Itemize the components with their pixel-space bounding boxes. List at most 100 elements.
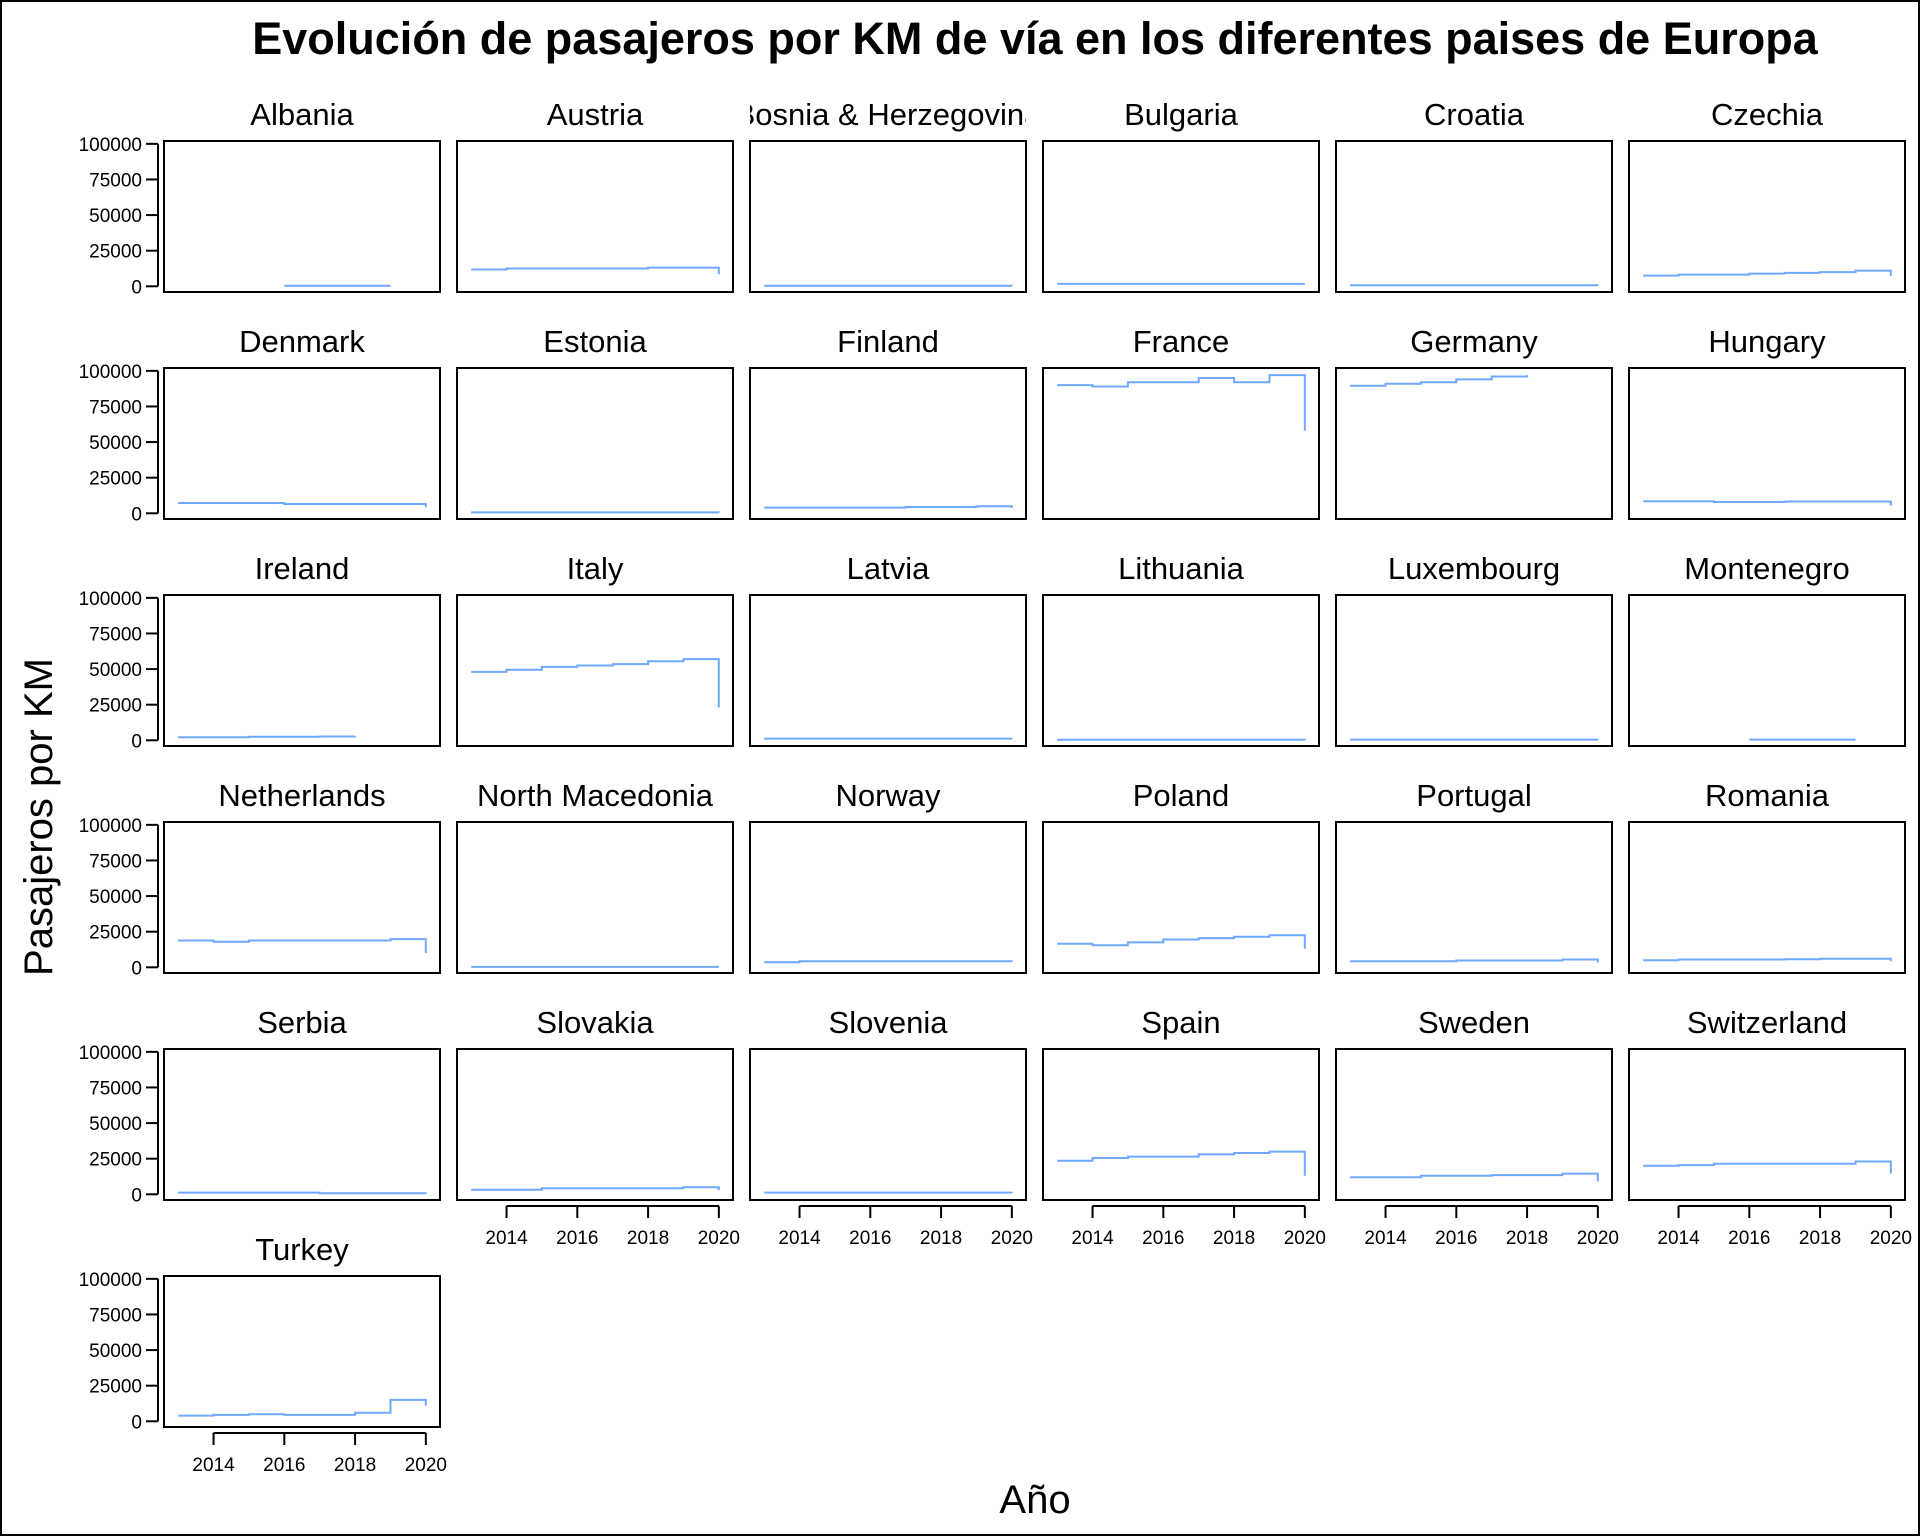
panel-norway: Norway: [749, 778, 1027, 974]
panel-north-macedonia: North Macedonia: [456, 778, 734, 974]
panel-frame: [1042, 594, 1320, 747]
x-tick-label: 2020: [698, 1228, 740, 1249]
x-tick-label: 2020: [1870, 1228, 1912, 1249]
panel-frame: [163, 594, 441, 747]
panel-title: Switzerland: [1687, 1005, 1847, 1040]
series-line-poland: [1057, 934, 1306, 949]
series-line-finland: [764, 505, 1013, 509]
panel-title: Ireland: [255, 551, 350, 586]
panel-frame: [1335, 1048, 1613, 1201]
x-tick-label: 2016: [263, 1455, 305, 1476]
y-tick-label: 0: [131, 958, 142, 979]
series-line-norway: [764, 960, 1013, 964]
x-tick-label: 2018: [1213, 1228, 1255, 1249]
panel-title: Czechia: [1711, 97, 1824, 132]
y-tick-label: 25000: [89, 242, 142, 263]
y-tick-label: 75000: [89, 1078, 142, 1099]
y-tick-label: 100000: [79, 1270, 142, 1291]
panel-title: Finland: [837, 324, 939, 359]
y-axis-label: Pasajeros por KM: [17, 658, 61, 976]
panel-croatia: Croatia: [1335, 97, 1613, 293]
x-tick-label: 2020: [991, 1228, 1033, 1249]
y-tick-label: 75000: [89, 170, 142, 191]
x-tick-label: 2018: [920, 1228, 962, 1249]
panel-frame: [456, 594, 734, 747]
panel-frame: [749, 140, 1027, 293]
panel-title: Bulgaria: [1124, 97, 1238, 132]
panel-title: Lithuania: [1118, 551, 1245, 586]
panel-ireland: Ireland 0 25000 50000 75000 100000: [79, 551, 441, 752]
panel-frame: [163, 1275, 441, 1428]
panel-frame: [456, 140, 734, 293]
panel-title: Estonia: [543, 324, 647, 359]
panel-lithuania: Lithuania: [1042, 551, 1320, 747]
y-tick-label: 25000: [89, 696, 142, 717]
panel-frame: [1335, 594, 1613, 747]
panel-sweden: Sweden 2014 2016 2018 2020: [1335, 1005, 1619, 1249]
series-line-germany: [1350, 375, 1529, 387]
series-line-czechia: [1643, 269, 1892, 277]
panel-frame: [1628, 821, 1906, 974]
panel-frame: [1042, 140, 1320, 293]
panel-title: Hungary: [1708, 324, 1826, 359]
series-line-turkey: [178, 1398, 427, 1417]
y-tick-label: 25000: [89, 1377, 142, 1398]
y-tick-label: 0: [131, 277, 142, 298]
x-tick-label: 2014: [1364, 1228, 1407, 1249]
panel-switzerland: Switzerland 2014 2016 2018 2020: [1628, 1005, 1912, 1249]
x-tick-label: 2014: [1657, 1228, 1700, 1249]
panel-finland: Finland: [749, 324, 1027, 520]
panel-frame: [163, 140, 441, 293]
y-tick-label: 100000: [79, 589, 142, 610]
y-tick-label: 50000: [89, 433, 142, 454]
panel-frame: [163, 821, 441, 974]
panel-luxembourg: Luxembourg: [1335, 551, 1613, 747]
panel-title: Croatia: [1424, 97, 1525, 132]
series-line-netherlands: [178, 938, 427, 954]
panel-hungary: Hungary: [1628, 324, 1906, 520]
panel-title: Portugal: [1416, 778, 1531, 813]
x-tick-label: 2014: [192, 1455, 235, 1476]
panel-italy: Italy: [456, 551, 734, 747]
x-tick-label: 2018: [1506, 1228, 1548, 1249]
panel-title: Montenegro: [1684, 551, 1849, 586]
panel-title: Bosnia & Herzegovina: [735, 97, 1042, 132]
panel-frame: [1628, 367, 1906, 520]
y-tick-label: 75000: [89, 624, 142, 645]
panel-albania: Albania 0 25000 50000 75000 100000: [79, 97, 441, 298]
x-tick-label: 2014: [1071, 1228, 1114, 1249]
panel-title: Serbia: [257, 1005, 347, 1040]
panel-france: France: [1042, 324, 1320, 520]
y-tick-label: 75000: [89, 851, 142, 872]
chart-title: Evolución de pasajeros por KM de vía en …: [252, 13, 1818, 64]
x-tick-label: 2014: [778, 1228, 821, 1249]
panel-czechia: Czechia: [1628, 97, 1906, 293]
panel-title: Denmark: [239, 324, 365, 359]
panel-latvia: Latvia: [749, 551, 1027, 747]
x-tick-label: 2018: [1799, 1228, 1841, 1249]
x-tick-label: 2016: [1435, 1228, 1477, 1249]
y-tick-label: 50000: [89, 1341, 142, 1362]
series-line-serbia: [178, 1191, 427, 1195]
panel-title: Sweden: [1418, 1005, 1530, 1040]
panel-frame: [749, 594, 1027, 747]
panel-frame: [1628, 1048, 1906, 1201]
panel-frame: [1042, 367, 1320, 520]
panel-frame: [456, 821, 734, 974]
panel-title: France: [1133, 324, 1229, 359]
panel-bulgaria: Bulgaria: [1042, 97, 1320, 293]
x-tick-label: 2016: [1728, 1228, 1770, 1249]
panel-frame: [456, 367, 734, 520]
facet-panels: Albania 0 25000 50000 75000 100000 Austria Bosn…: [79, 97, 1912, 1476]
panel-title: Netherlands: [218, 778, 385, 813]
panel-title: Poland: [1133, 778, 1230, 813]
x-axis-label: Año: [999, 1478, 1070, 1522]
panel-slovakia: Slovakia 2014 2016 2018 2020: [456, 1005, 740, 1249]
panel-frame: [1335, 367, 1613, 520]
y-tick-label: 25000: [89, 1150, 142, 1171]
panel-denmark: Denmark 0 25000 50000 75000 100000: [79, 324, 441, 525]
x-tick-label: 2014: [485, 1228, 528, 1249]
panel-title: Slovakia: [536, 1005, 654, 1040]
